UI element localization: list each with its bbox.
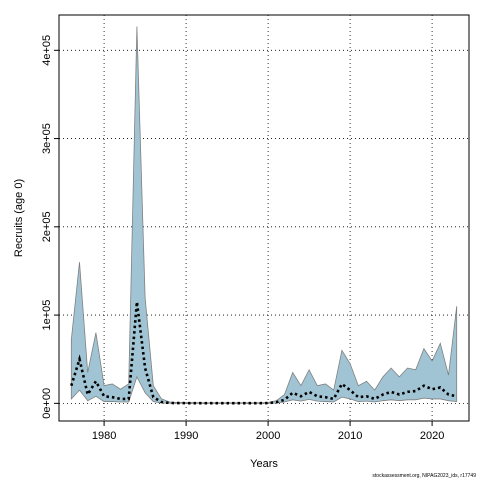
x-axis-title: Years [250, 458, 278, 470]
plot-frame [58, 14, 470, 422]
credit-text: stockassessment.org, NIPAG2023_ids, r177… [372, 473, 476, 479]
y-tick-label: 1e+05 [41, 300, 53, 331]
y-tick-label: 4e+05 [41, 35, 53, 66]
y-tick-label: 0e+00 [41, 388, 53, 419]
confidence-band [70, 26, 458, 404]
x-tick-label: 2020 [420, 430, 444, 442]
y-tick-label: 3e+05 [41, 123, 53, 154]
estimate-line [70, 301, 457, 405]
grid-lines [59, 15, 469, 421]
y-axis: 0e+00 1e+05 2e+05 3e+05 4e+05 [41, 35, 59, 419]
x-tick-label: 2000 [256, 430, 280, 442]
x-tick-label: 2010 [338, 430, 362, 442]
y-axis-title: Recruits (age 0) [13, 179, 25, 257]
y-tick-label: 2e+05 [41, 211, 53, 242]
x-tick-label: 1980 [92, 430, 116, 442]
x-tick-label: 1990 [174, 430, 198, 442]
x-axis: 1980 1990 2000 2010 2020 [92, 421, 444, 442]
